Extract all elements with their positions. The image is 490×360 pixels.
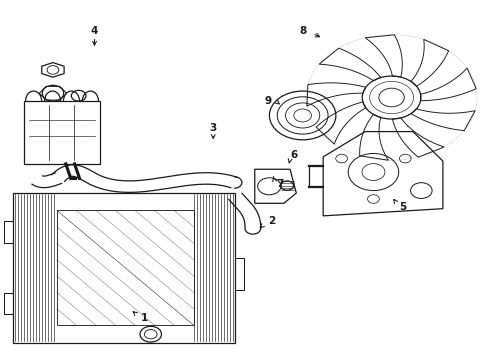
Bar (4, 221, 13, 243)
Bar (13, 193, 235, 343)
Text: 9: 9 (265, 96, 272, 106)
Text: 8: 8 (299, 26, 306, 36)
Bar (24, 101, 100, 164)
Text: 5: 5 (399, 202, 406, 212)
Bar (4, 293, 13, 315)
Text: 3: 3 (210, 123, 217, 133)
Text: 2: 2 (268, 216, 275, 226)
Text: 7: 7 (276, 179, 284, 189)
Bar (57, 211, 194, 325)
Text: 4: 4 (91, 26, 98, 36)
Text: 6: 6 (290, 150, 297, 160)
Bar (235, 258, 244, 291)
Text: 1: 1 (141, 313, 148, 323)
